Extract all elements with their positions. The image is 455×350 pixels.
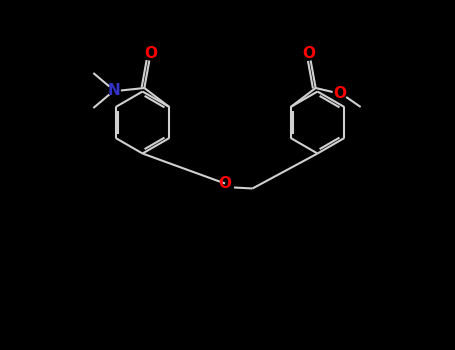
Text: O: O	[218, 176, 232, 191]
Text: O: O	[302, 46, 315, 61]
Text: O: O	[144, 46, 157, 61]
Text: O: O	[333, 85, 346, 100]
Text: N: N	[108, 83, 121, 98]
